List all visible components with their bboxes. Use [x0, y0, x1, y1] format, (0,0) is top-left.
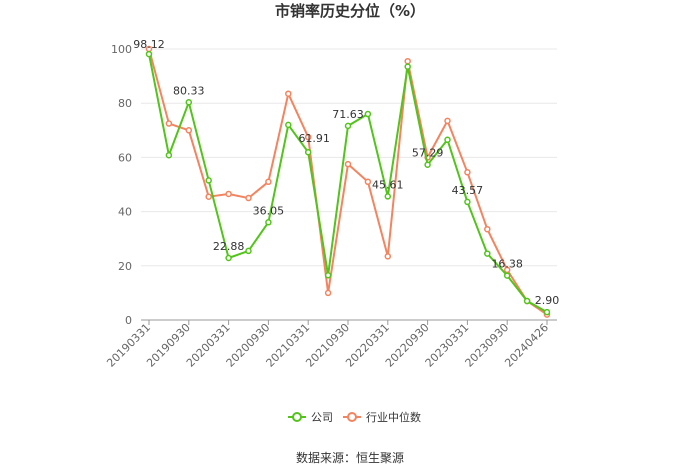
data-source: 数据来源：恒生聚源 — [296, 450, 404, 465]
legend-label-company: 公司 — [311, 411, 333, 424]
legend-item-industry-median[interactable]: 行业中位数 — [343, 410, 421, 424]
data-point[interactable] — [205, 177, 212, 184]
data-point[interactable] — [523, 297, 531, 305]
legend-label-industry-median: 行业中位数 — [366, 410, 421, 424]
data-point[interactable] — [384, 253, 392, 260]
x-tick-label: 20240426 — [502, 321, 551, 370]
data-point[interactable] — [265, 178, 272, 186]
data-point[interactable] — [484, 250, 491, 257]
data-point[interactable] — [364, 110, 372, 118]
data-label: 2.90 — [535, 294, 560, 307]
legend-marker-company — [292, 412, 302, 422]
data-point[interactable] — [304, 148, 312, 156]
data-point[interactable] — [464, 198, 471, 206]
data-point[interactable] — [145, 50, 153, 58]
data-label: 43.57 — [452, 184, 484, 197]
legend-item-company[interactable]: 公司 — [288, 411, 333, 424]
data-point[interactable] — [285, 90, 292, 97]
data-point[interactable] — [364, 178, 372, 186]
data-point[interactable] — [404, 63, 411, 70]
legend-marker-industry-median — [347, 412, 357, 422]
data-point[interactable] — [185, 127, 193, 134]
chart-title: 市销率历史分位（%） — [275, 2, 425, 20]
y-tick-label: 80 — [118, 97, 132, 110]
data-point[interactable] — [265, 219, 272, 226]
grid — [141, 48, 557, 267]
y-tick-label: 40 — [118, 206, 132, 219]
data-point[interactable] — [444, 136, 451, 144]
data-point[interactable] — [324, 272, 332, 279]
data-point[interactable] — [245, 194, 252, 202]
legend[interactable]: 公司 行业中位数 — [288, 410, 421, 424]
data-label: 16.38 — [491, 258, 523, 271]
data-label: 71.63 — [332, 108, 364, 121]
data-point[interactable] — [424, 161, 431, 168]
data-label: 98.12 — [133, 38, 165, 51]
y-tick-label: 0 — [125, 314, 132, 327]
y-tick-label: 20 — [118, 260, 132, 273]
data-label: 45.61 — [372, 178, 404, 191]
data-point[interactable] — [185, 99, 193, 106]
x-axis: 2019033120190930202003312020093020210331… — [104, 319, 557, 370]
data-label: 57.29 — [412, 147, 444, 160]
y-tick-label: 60 — [118, 151, 132, 164]
data-label: 80.33 — [173, 84, 205, 97]
data-point[interactable] — [344, 160, 352, 168]
data-point[interactable] — [464, 169, 471, 176]
data-point[interactable] — [165, 151, 173, 159]
data-point[interactable] — [165, 120, 173, 127]
data-point[interactable] — [324, 289, 332, 297]
data-point[interactable] — [225, 190, 232, 198]
y-tick-label: 100 — [111, 43, 132, 56]
data-point[interactable] — [245, 247, 252, 255]
data-point[interactable] — [503, 272, 511, 279]
data-point[interactable] — [285, 121, 292, 129]
data-point[interactable] — [404, 57, 411, 65]
data-point[interactable] — [384, 193, 392, 200]
data-point[interactable] — [225, 254, 232, 262]
data-point[interactable] — [344, 122, 352, 130]
data-label: 61.91 — [298, 132, 330, 145]
data-point[interactable] — [444, 117, 451, 125]
series-layer — [145, 45, 551, 318]
data-point[interactable] — [304, 133, 312, 141]
data-point[interactable] — [484, 225, 491, 233]
data-label: 36.05 — [253, 204, 285, 217]
y-axis: 0 20 40 60 80 100 — [111, 43, 132, 327]
data-point[interactable] — [205, 193, 212, 200]
data-label: 22.88 — [213, 240, 245, 253]
data-point[interactable] — [543, 308, 551, 316]
